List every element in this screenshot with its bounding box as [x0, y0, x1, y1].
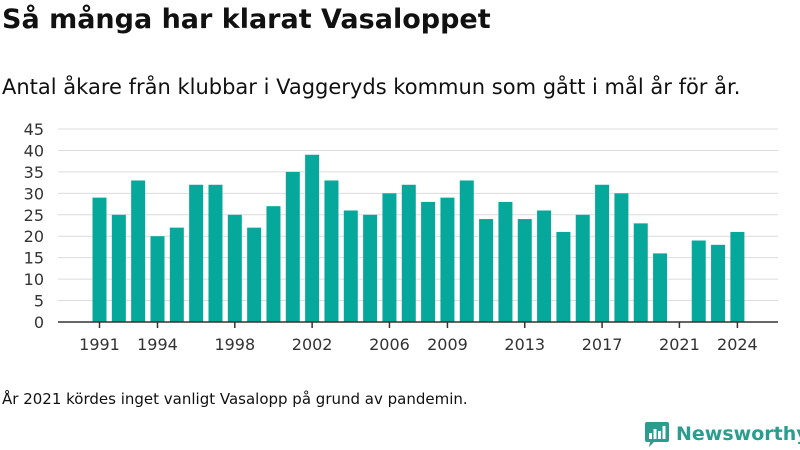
bar-1992	[111, 214, 126, 322]
bar-2023	[711, 244, 726, 322]
bar-1997	[208, 184, 223, 322]
bar-2018	[614, 193, 629, 322]
x-tick-label: 2013	[504, 335, 545, 354]
bar-2007	[401, 184, 416, 322]
y-tick-label: 30	[24, 184, 44, 203]
bar-2019	[633, 223, 648, 322]
brand-logo: Newsworthy	[644, 420, 800, 448]
y-tick-label: 25	[24, 206, 44, 225]
bar-2013	[517, 219, 532, 322]
x-tick-label: 2024	[717, 335, 758, 354]
x-tick-label: 2006	[369, 335, 410, 354]
bar-1999	[247, 227, 262, 322]
bar-2016	[575, 214, 590, 322]
brand-name: Newsworthy	[676, 423, 800, 445]
bar-2015	[556, 231, 571, 322]
bar-1998	[227, 214, 242, 322]
chart-title: Så många har klarat Vasaloppet	[2, 4, 491, 35]
x-tick-label: 1998	[214, 335, 255, 354]
bar-2010	[459, 180, 474, 322]
x-tick-label: 1994	[137, 335, 178, 354]
bar-2006	[382, 193, 397, 322]
bar-2012	[498, 201, 513, 322]
bar-2008	[421, 201, 436, 322]
bar-2022	[691, 240, 706, 322]
y-tick-label: 20	[24, 227, 44, 246]
bar-2004	[343, 210, 358, 322]
y-tick-label: 45	[24, 120, 44, 139]
bar-1993	[131, 180, 146, 322]
bar-2009	[440, 197, 455, 322]
y-tick-label: 35	[24, 163, 44, 182]
y-tick-label: 5	[34, 292, 44, 311]
x-tick-label: 2021	[659, 335, 700, 354]
bar-2011	[479, 219, 494, 322]
chart-subtitle: Antal åkare från klubbar i Vaggeryds kom…	[2, 75, 741, 99]
bar-1991	[92, 197, 107, 322]
bar-2017	[595, 184, 610, 322]
bar-2000	[266, 206, 281, 322]
y-tick-label: 10	[24, 270, 44, 289]
newsworthy-logo-icon	[645, 422, 669, 447]
bar-1995	[169, 227, 184, 322]
bar-1996	[189, 184, 204, 322]
x-tick-label: 2009	[427, 335, 468, 354]
y-tick-label: 15	[24, 249, 44, 268]
bar-2001	[285, 171, 300, 322]
x-tick-label: 2017	[582, 335, 623, 354]
x-tick-label: 2002	[292, 335, 333, 354]
bar-2014	[537, 210, 552, 322]
bar-2005	[363, 214, 378, 322]
y-tick-label: 0	[34, 313, 44, 332]
bar-2024	[730, 231, 745, 322]
x-tick-label: 1991	[79, 335, 120, 354]
y-tick-label: 40	[24, 141, 44, 160]
footnote: År 2021 kördes inget vanligt Vasalopp på…	[2, 390, 468, 408]
bar-1994	[150, 236, 165, 322]
bar-2003	[324, 180, 339, 322]
bar-chart: 0 5 10 15 20 25 30 35 40 45 1991 1994 1998 2002 2006 20…	[24, 120, 778, 354]
bar-2020	[653, 253, 668, 322]
bar-2002	[305, 154, 320, 322]
